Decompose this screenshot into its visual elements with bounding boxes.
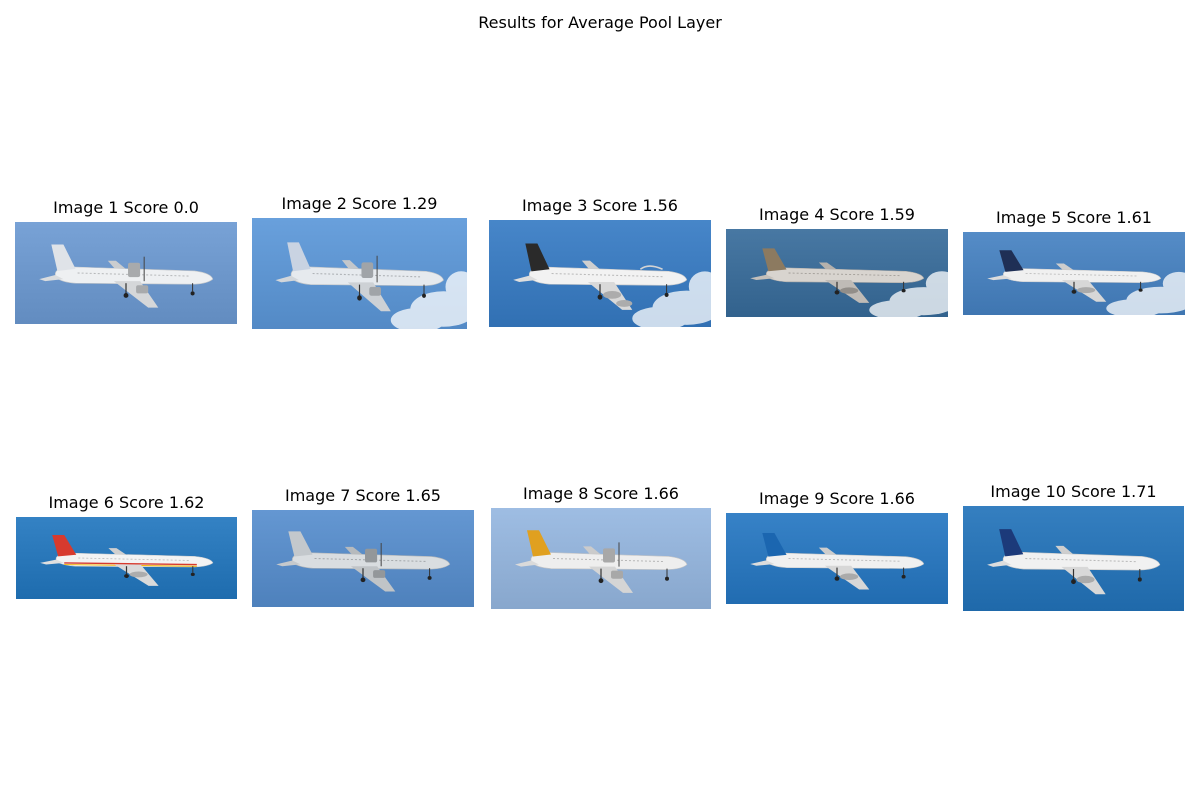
result-title: Image 5 Score 1.61 (996, 208, 1152, 227)
airplane-photo (726, 229, 948, 317)
result-card: Image 9 Score 1.66 (726, 489, 948, 604)
result-card: Image 2 Score 1.29 (252, 194, 467, 329)
result-card: Image 1 Score 0.0 (15, 198, 237, 324)
result-card: Image 8 Score 1.66 (491, 484, 711, 609)
airplane-photo-art (489, 220, 711, 327)
result-card: Image 10 Score 1.71 (963, 482, 1184, 611)
airplane-photo-art (963, 232, 1185, 315)
result-title: Image 8 Score 1.66 (523, 484, 679, 503)
result-card: Image 4 Score 1.59 (726, 205, 948, 317)
figure-title: Results for Average Pool Layer (478, 13, 722, 32)
airplane-photo-art (726, 513, 948, 604)
airplane-photo-art (726, 229, 948, 317)
airplane-photo (726, 513, 948, 604)
result-card: Image 5 Score 1.61 (963, 208, 1185, 315)
airplane-photo-art (15, 222, 237, 324)
result-title: Image 6 Score 1.62 (48, 493, 205, 512)
result-title: Image 1 Score 0.0 (53, 198, 199, 217)
airplane-photo (489, 220, 711, 327)
airplane-photo (252, 510, 474, 607)
result-title: Image 10 Score 1.71 (990, 482, 1157, 501)
result-title: Image 2 Score 1.29 (281, 194, 438, 213)
airplane-photo-art (252, 218, 467, 329)
airplane-photo (252, 218, 467, 329)
airplane-photo-art (16, 517, 237, 599)
result-card: Image 3 Score 1.56 (489, 196, 711, 327)
airplane-photo-art (491, 508, 711, 609)
result-title: Image 7 Score 1.65 (285, 486, 441, 505)
airplane-photo (16, 517, 237, 599)
airplane-photo (963, 232, 1185, 315)
result-title: Image 9 Score 1.66 (759, 489, 915, 508)
airplane-photo (15, 222, 237, 324)
airplane-photo (963, 506, 1184, 611)
result-card: Image 6 Score 1.62 (16, 493, 237, 599)
result-title: Image 3 Score 1.56 (522, 196, 678, 215)
airplane-photo (491, 508, 711, 609)
result-title: Image 4 Score 1.59 (759, 205, 915, 224)
airplane-photo-art (252, 510, 474, 607)
result-card: Image 7 Score 1.65 (252, 486, 474, 607)
airplane-photo-art (963, 506, 1184, 611)
